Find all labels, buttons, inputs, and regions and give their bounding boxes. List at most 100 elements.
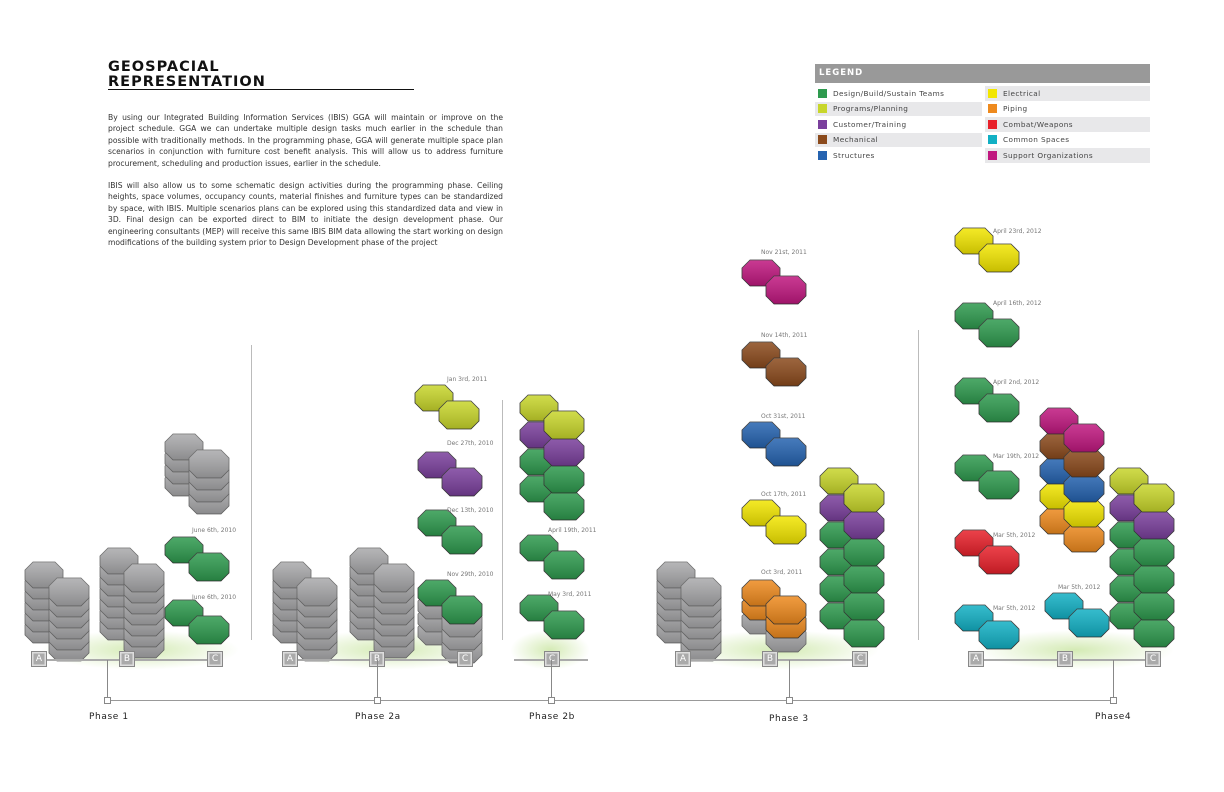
phase-label: Phase4 (1095, 712, 1132, 722)
floor-stack (741, 259, 807, 305)
phase-label: Phase 2a (355, 712, 401, 722)
legend-swatch (988, 150, 997, 160)
legend-items: Design/Build/Sustain Teams Electrical Prog… (815, 86, 1150, 163)
legend-swatch (988, 135, 997, 145)
floor-plate-green (417, 509, 483, 555)
legend-item: Combat/Weapons (985, 117, 1150, 132)
building-a-marker: A (968, 651, 984, 667)
date-label: April 2nd, 2012 (993, 379, 1040, 386)
floor-plate-ygreen (819, 467, 885, 513)
floor-plate-grey (349, 547, 415, 593)
floor-stack (656, 561, 722, 662)
phase-label: Phase 2b (529, 712, 575, 722)
floor-stack (164, 536, 230, 582)
timeline-node (1110, 697, 1117, 704)
floor-stack (954, 529, 1020, 575)
legend-title: LEGEND (815, 64, 1150, 83)
floor-plate-green (819, 548, 885, 594)
legend-label: Support Organizations (1003, 150, 1094, 160)
timeline-node (548, 697, 555, 704)
date-label: Oct 31st, 2011 (761, 413, 806, 420)
floor-plate-green (1109, 548, 1175, 594)
building-c-marker: C (544, 651, 560, 667)
legend-item: Customer/Training (815, 117, 982, 132)
floor-plate-purple (417, 451, 483, 497)
floor-stack (519, 534, 585, 580)
building-b-marker: B (119, 651, 135, 667)
legend-item: Structures (815, 148, 982, 163)
legend-label: Design/Build/Sustain Teams (833, 88, 945, 98)
floor-stack (954, 454, 1020, 500)
floor-stack (954, 227, 1020, 273)
building-c-marker: C (1145, 651, 1161, 667)
date-label: April 16th, 2012 (993, 300, 1042, 307)
legend-swatch (818, 135, 827, 145)
floor-stack (164, 599, 230, 645)
floor-plate-cyan (1044, 592, 1110, 638)
date-label: April 23rd, 2012 (993, 228, 1042, 235)
floor-plate-grey (164, 433, 230, 479)
intro-paragraph-1: By using our Integrated Building Informa… (108, 113, 503, 168)
floor-plate-green (519, 594, 585, 640)
legend-item: Mechanical (815, 132, 982, 147)
timeline-connector (377, 660, 378, 700)
date-label: June 6th, 2010 (192, 527, 237, 534)
floor-plate-ygreen (1109, 467, 1175, 513)
timeline-connector (107, 660, 108, 700)
phase-label: Phase 1 (89, 712, 129, 722)
floor-stack (164, 433, 230, 515)
date-label: Dec 13th, 2010 (447, 507, 494, 514)
floor-stack (519, 594, 585, 640)
floor-stack (99, 547, 165, 659)
floor-plate-grey (656, 561, 722, 607)
building-a-marker: A (31, 651, 47, 667)
legend-swatch (818, 150, 827, 160)
timeline-node (104, 697, 111, 704)
floor-stack (417, 579, 483, 664)
date-label: Jan 3rd, 2011 (447, 376, 488, 383)
date-label: Oct 17th, 2011 (761, 491, 807, 498)
timeline-node (374, 697, 381, 704)
floor-plate-ygreen (414, 384, 480, 430)
title-underline (108, 89, 414, 90)
floor-plate-brown (1039, 432, 1105, 478)
legend-item: Programs/Planning (815, 101, 982, 116)
floor-stack (954, 302, 1020, 348)
phase-divider (251, 345, 252, 640)
legend-item: Support Organizations (985, 148, 1150, 163)
legend-swatch (988, 119, 997, 129)
date-label: Nov 29th, 2010 (447, 571, 494, 578)
floor-plate-green (164, 599, 230, 645)
timeline-node (786, 697, 793, 704)
floor-plate-purple (1109, 494, 1175, 540)
building-a-marker: A (282, 651, 298, 667)
legend-label: Mechanical (833, 135, 879, 145)
floor-plate-purple (819, 494, 885, 540)
legend-item: Common Spaces (985, 133, 1150, 148)
floor-plate-green (954, 377, 1020, 423)
legend-label: Programs/Planning (833, 104, 909, 114)
date-label: May 3rd, 2011 (548, 591, 592, 598)
floor-stack (1109, 467, 1175, 648)
floor-stack (954, 377, 1020, 423)
floor-stack (954, 604, 1020, 650)
date-label: Mar 5th, 2012 (993, 605, 1036, 612)
building-c-marker: C (852, 651, 868, 667)
floor-stack (272, 561, 338, 662)
floor-plate-orange (741, 579, 807, 625)
floor-plate-red (954, 529, 1020, 575)
floor-plate-blue (741, 421, 807, 467)
floor-plate-grey (24, 561, 90, 607)
floor-plate-green (417, 579, 483, 625)
title-line-1: GEOSPACIAL (108, 59, 220, 75)
legend-swatch (988, 88, 997, 98)
date-label: Nov 14th, 2011 (761, 332, 808, 339)
timeline-connector (789, 660, 790, 700)
date-label: Mar 19th, 2012 (993, 453, 1040, 460)
floor-stack (24, 561, 90, 662)
legend-item: Piping (985, 102, 1150, 117)
title-line-2: REPRESENTATION (108, 74, 266, 90)
floor-plate-ygreen (519, 394, 585, 440)
date-label: Oct 3rd, 2011 (761, 569, 803, 576)
